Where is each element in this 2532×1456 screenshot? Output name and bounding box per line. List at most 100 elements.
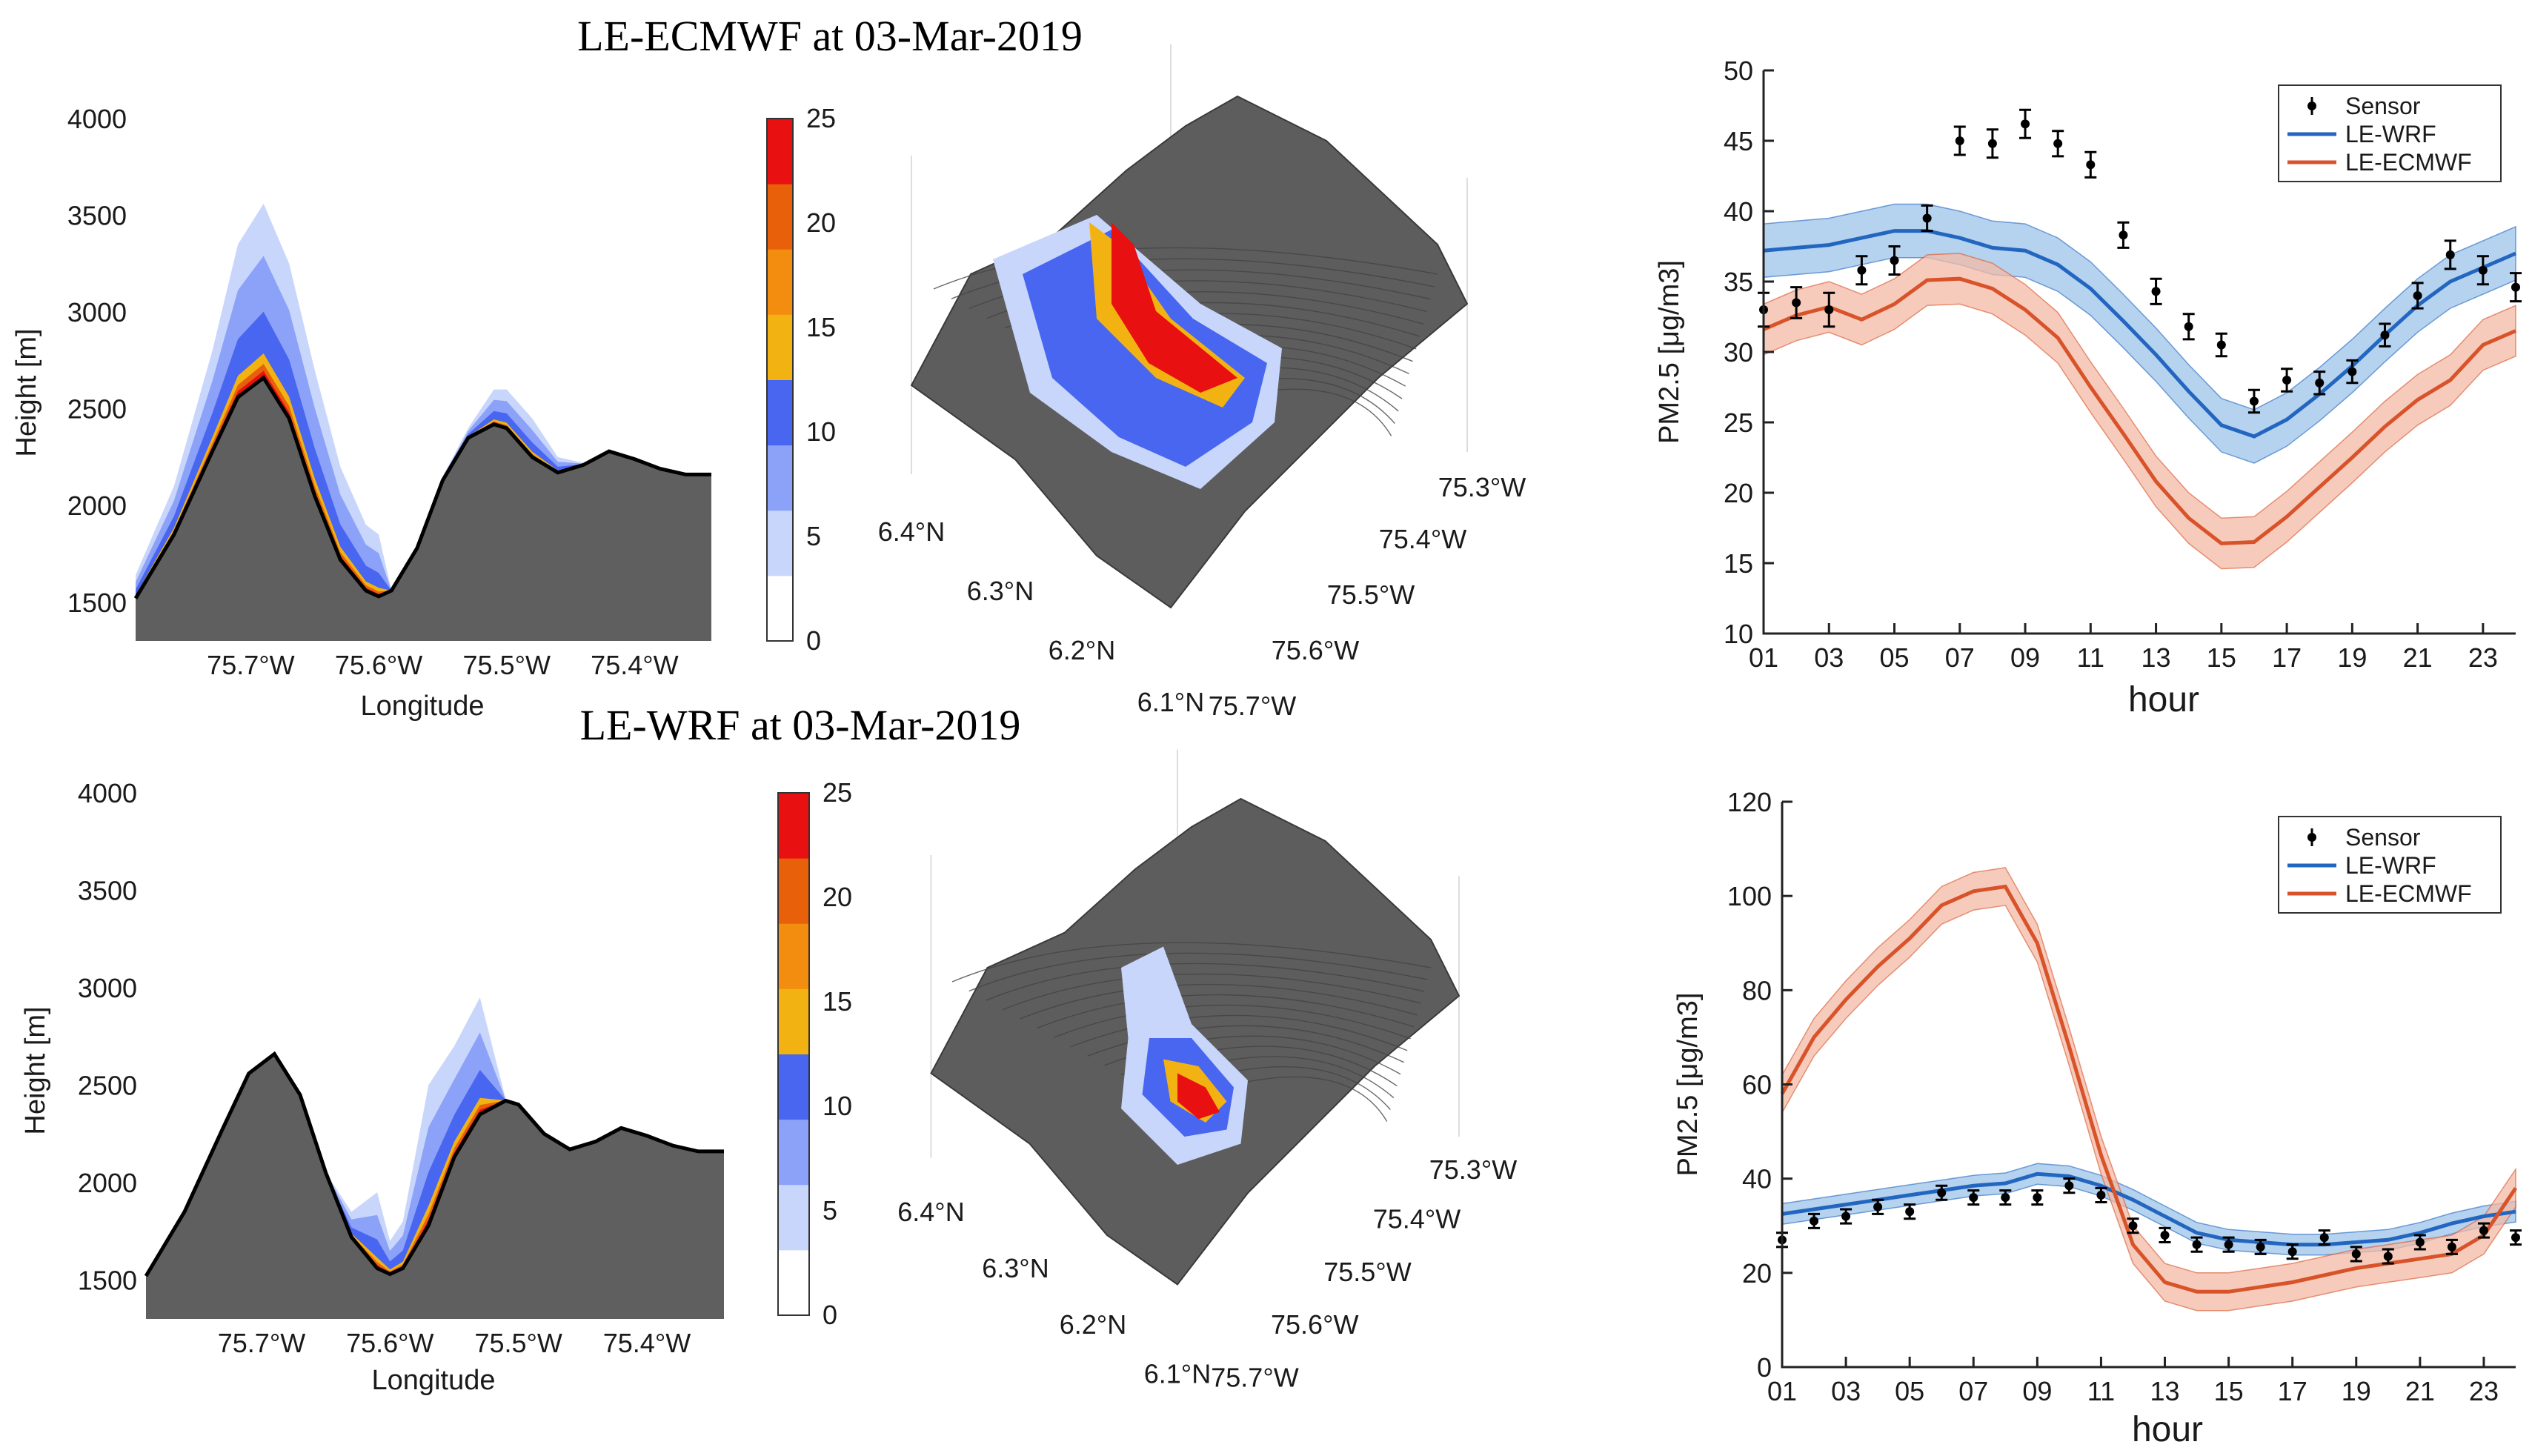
y-tick-label: 2000 [67,491,127,521]
top-title: LE-ECMWF at 03-Mar-2019 [577,12,1083,60]
y-tick-label: 40 [1724,196,1753,227]
sensor-point [2224,1240,2233,1249]
lon-tick-label: 75.5°W [1323,1257,1411,1287]
x-tick-label: 09 [2022,1376,2052,1406]
colorbar-segment-4 [767,314,793,380]
sensor-point [2064,1181,2074,1191]
lat-tick-label: 6.2°N [1049,635,1115,665]
x-tick-label: 17 [2278,1376,2307,1406]
lat-tick-label: 6.1°N [1137,687,1204,717]
terrain-contour [968,952,1428,992]
x-tick-label: 75.4°W [591,650,678,680]
x-tick-label: 75.4°W [603,1328,691,1358]
sensor-point [2184,322,2193,331]
pollution-band-2 [146,1054,724,1277]
series-line-1 [1763,276,2516,545]
colorbar-segment-0 [778,1249,809,1316]
terrain-contour [1036,994,1415,1029]
sensor-point [2282,376,2292,385]
x-tick-label: 19 [2342,1376,2371,1406]
sensor-point [2415,1237,2425,1247]
colorbar-segment-2 [778,1119,809,1186]
sensor-point [2511,1233,2520,1243]
x-tick-label: 07 [1945,642,1975,673]
y-tick-label: 2000 [78,1168,137,1198]
sensor-point [1810,1216,1819,1226]
colorbar-tick-label: 5 [806,521,821,551]
lon-tick-label: 75.6°W [1271,1309,1358,1340]
x-tick-label: 05 [1895,1376,1924,1406]
legend-label: LE-ECMWF [2345,880,2472,907]
ecmwf-timeseries: hour 10 15 20 25 30 35 40 45 50 01 03 05 07 09 11 13 15 1… [1654,56,2522,719]
x-tick-label: 75.5°W [463,650,551,680]
sensor-point [2192,1240,2202,1249]
sensor-point [1922,213,1932,223]
colorbar-segment-1 [767,510,793,576]
lat-tick-label: 6.2°N [1060,1309,1126,1340]
y-tick-label: 40 [1742,1164,1772,1194]
x-tick-label: 75.7°W [207,650,294,680]
ecmwf-cross-section: Height [m] Longitude 1500 2000 2500 3000 350… [11,104,711,722]
sensor-point [1824,305,1834,314]
y-tick-label: 80 [1742,975,1772,1005]
x-tick-label: 15 [2214,1376,2244,1406]
colorbar-segment-0 [767,575,793,642]
sensor-point [2445,250,2455,259]
sensor-point [1857,265,1867,275]
y-tick-label: 3000 [67,297,127,328]
x-tick-label: 11 [2077,642,2104,673]
lon-tick-label: 75.4°W [1379,524,1466,554]
x-tick-label: 07 [1958,1376,1988,1406]
sensor-point [2347,367,2357,376]
sensor-point [1792,298,1801,308]
colorbar-tick-label: 15 [823,986,852,1017]
colorbar-tick-label: 25 [806,103,836,133]
sensor-point [2447,1242,2456,1251]
sensor-point [2086,160,2096,170]
sensor-point [1890,256,1899,265]
x-tick-label: 13 [2150,1376,2179,1406]
colorbar-tick-label: 10 [806,416,836,447]
x-tick-label: 17 [2272,642,2302,673]
x-tick-label: 11 [2087,1376,2115,1406]
y-axis-label: PM2.5 [μg/m3] [1654,260,1685,444]
ecmwf-3d-view: 6.4°N 6.3°N 6.2°N 6.1°N 75.3°W 75.4°W 75.5°W 75… [878,44,1526,721]
x-tick-label: 21 [2405,1376,2435,1406]
y-tick-label: 20 [1742,1258,1772,1289]
series-band-1 [1763,253,2516,570]
colorbar-segment-6 [778,858,809,924]
sensor-point [1873,1202,1883,1211]
colorbar-segment-3 [767,379,793,446]
y-tick-label: 50 [1724,56,1753,86]
sensor-point [1905,1207,1915,1217]
terrain-contour [933,247,1438,290]
terrain-area [136,377,711,641]
pollution-patch-3 [1177,1073,1220,1120]
lat-tick-label: 6.4°N [878,516,945,547]
terrain-contour [951,942,1432,983]
sensor-point [1987,139,1997,148]
bottom-title: LE-WRF at 03-Mar-2019 [580,701,1021,749]
lon-tick-label: 75.3°W [1438,472,1526,502]
y-tick-label: 15 [1724,548,1753,579]
lat-tick-label: 6.4°N [897,1197,964,1227]
lon-tick-label: 75.5°W [1327,579,1415,610]
y-tick-label: 120 [1727,787,1772,817]
x-tick-label: 75.6°W [346,1328,433,1358]
y-tick-label: 0 [1757,1352,1772,1383]
wrf-3d-view: 6.4°N 6.3°N 6.2°N 6.1°N 75.3°W 75.4°W 75.5°W 75… [897,749,1517,1392]
sensor-point [2511,282,2520,292]
y-tick-label: 10 [1724,619,1753,649]
y-tick-label: 4000 [78,778,137,808]
lat-tick-label: 6.3°N [967,576,1034,606]
colorbar-segment-3 [778,1054,809,1120]
sensor-point [2033,1193,2042,1203]
colorbar-frame [766,118,794,642]
sensor-point [2128,1221,2138,1231]
colorbar-tick-label: 15 [806,312,836,342]
sensor-point [2249,396,2259,406]
y-tick-label: 2500 [78,1070,137,1100]
ecmwf-colorbar: 0 5 10 15 20 25 [766,103,836,656]
colorbar-segment-5 [778,923,809,989]
